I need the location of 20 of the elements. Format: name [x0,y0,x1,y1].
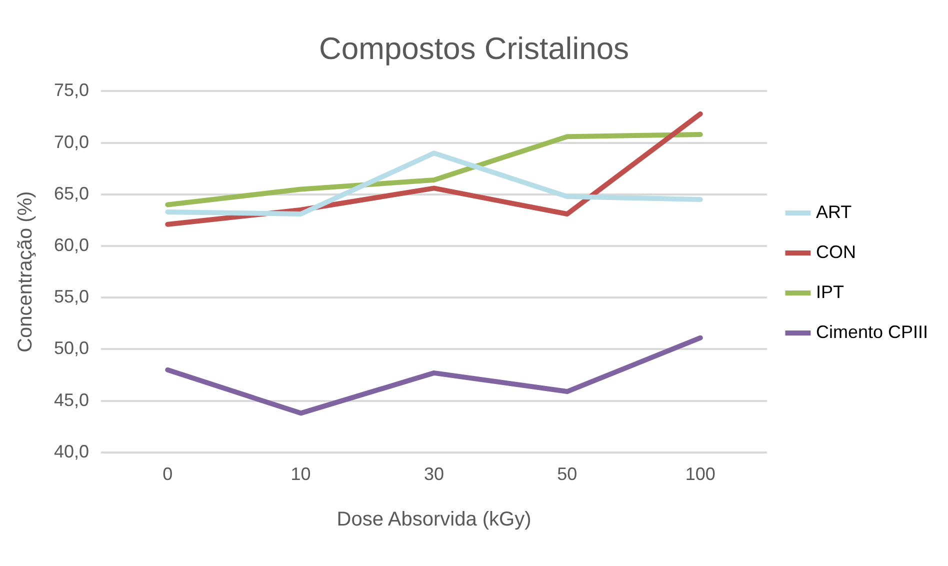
legend-label: Cimento CPIII [816,322,928,342]
y-tick-label: 60,0 [54,234,90,255]
y-axis-title: Concentração (%) [14,191,37,352]
legend-label: ART [816,202,852,222]
x-tick-label: 100 [685,464,716,484]
y-tick-label: 75,0 [54,80,90,100]
y-tick-label: 65,0 [54,183,90,204]
x-tick-label: 0 [162,464,173,484]
y-tick-label: 45,0 [54,390,90,410]
x-axis-title: Dose Absorvida (kGy) [336,508,532,531]
x-tick-label: 30 [424,464,444,484]
x-tick-label: 50 [557,464,578,484]
y-tick-label: 40,0 [54,441,90,462]
y-tick-label: 50,0 [54,338,90,358]
y-tick-label: 55,0 [54,286,90,307]
legend-label: IPT [816,282,844,302]
chart-title: Compostos Cristalinos [318,31,630,66]
y-tick-label: 70,0 [54,132,90,152]
legend-label: CON [816,242,856,262]
x-tick-label: 10 [290,464,311,484]
